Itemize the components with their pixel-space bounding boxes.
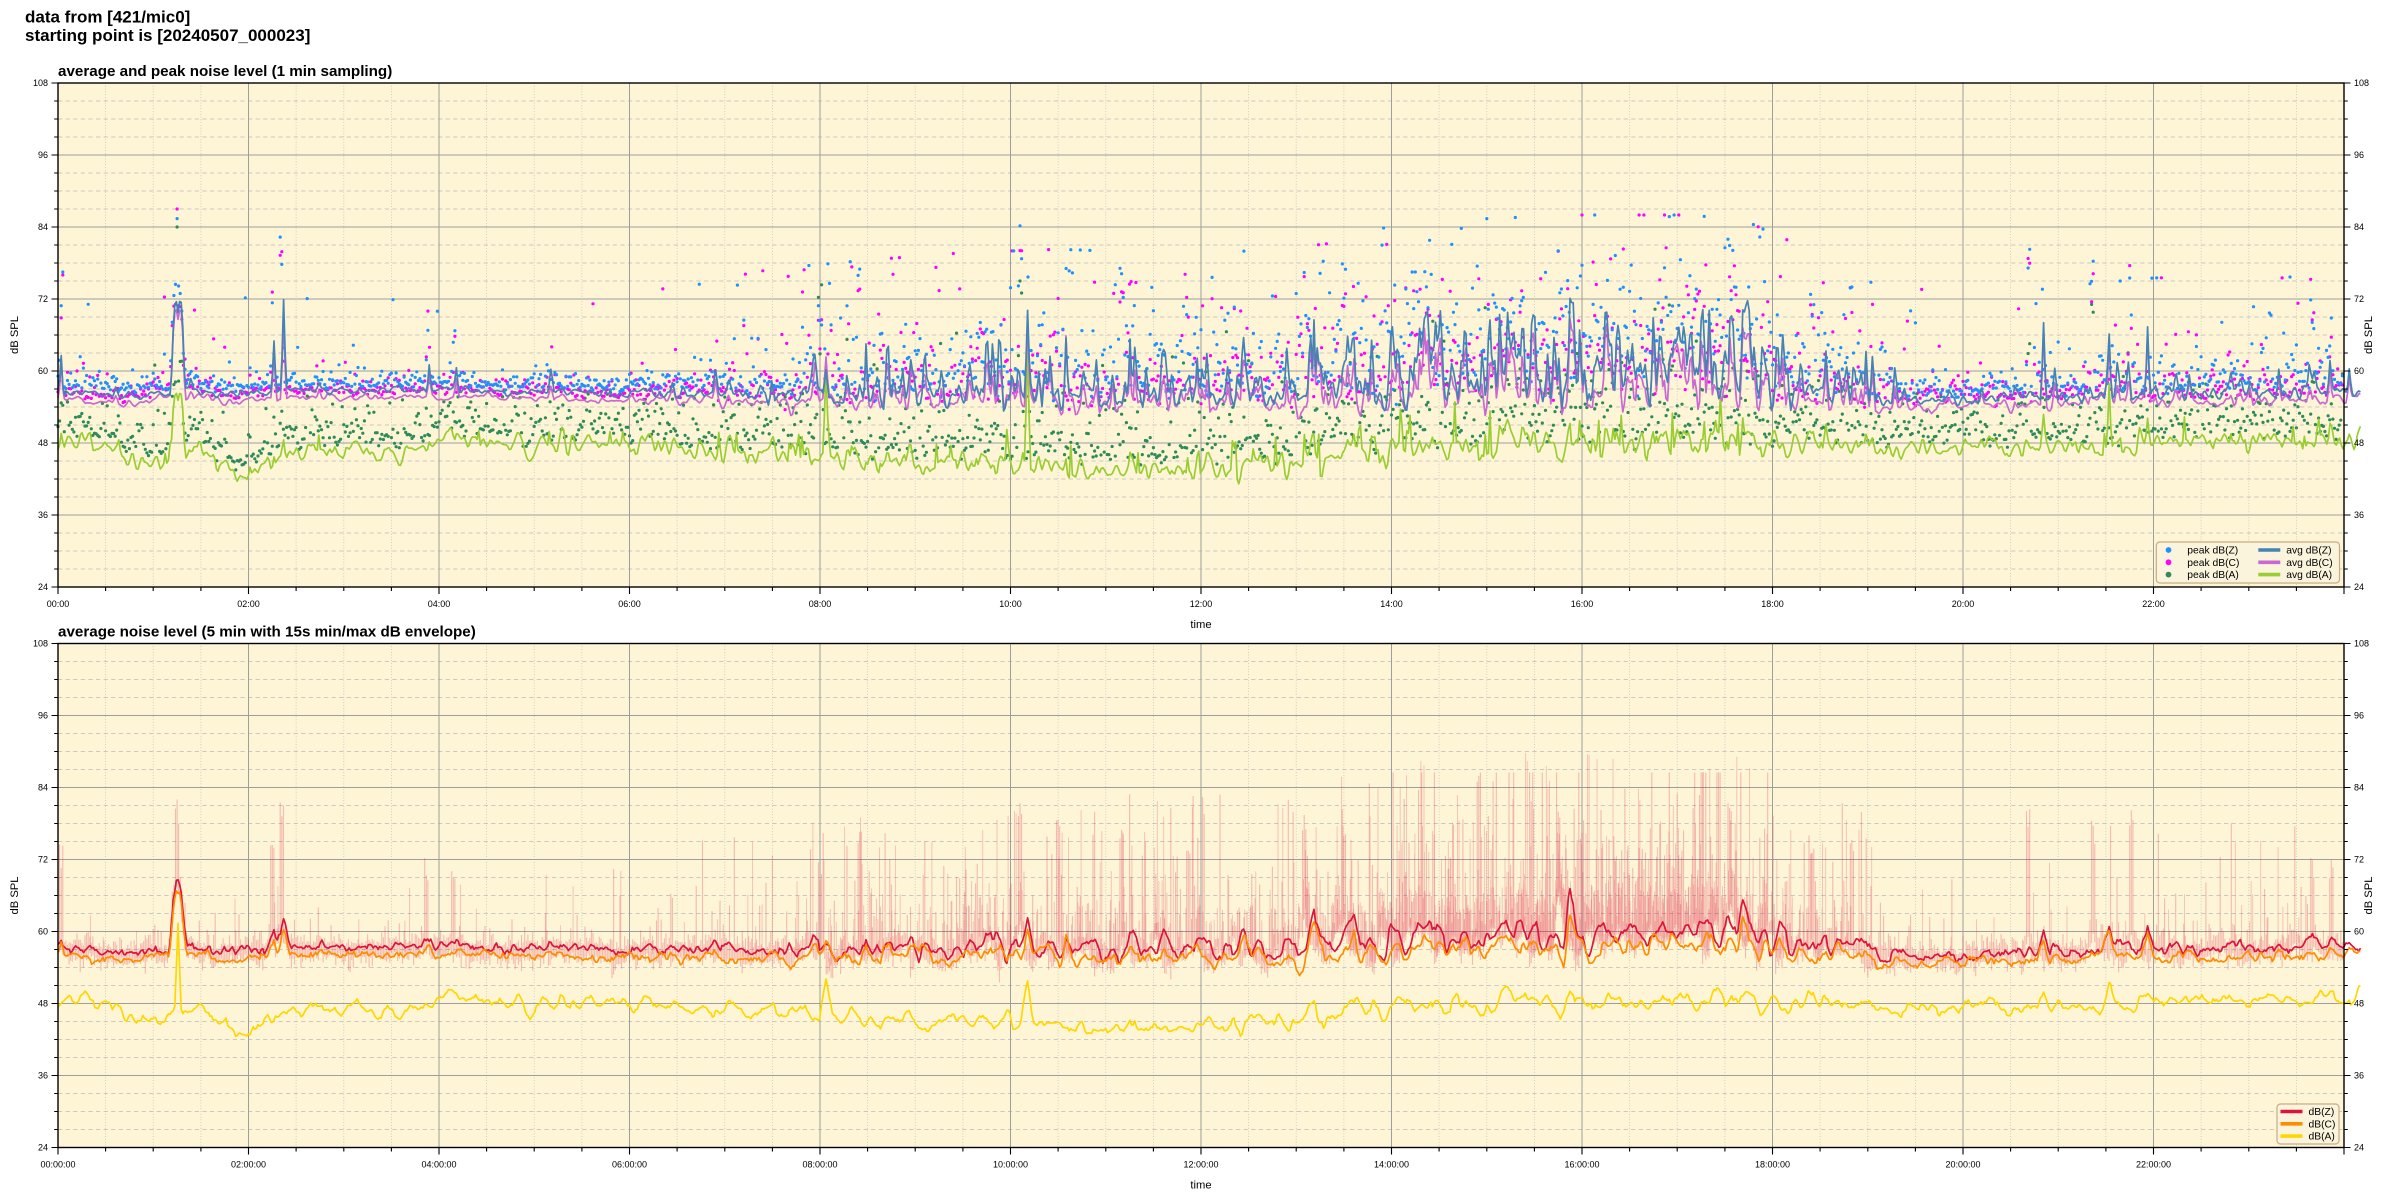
svg-text:108: 108 xyxy=(33,78,48,88)
svg-text:48: 48 xyxy=(38,999,48,1009)
svg-text:08:00: 08:00 xyxy=(809,599,832,609)
svg-text:04:00:00: 04:00:00 xyxy=(421,1160,456,1170)
svg-text:24: 24 xyxy=(2354,582,2364,592)
svg-text:22:00: 22:00 xyxy=(2142,599,2165,609)
svg-text:48: 48 xyxy=(2354,438,2364,448)
svg-text:data from [421/mic0]: data from [421/mic0] xyxy=(25,8,190,27)
svg-text:36: 36 xyxy=(38,1071,48,1081)
svg-text:24: 24 xyxy=(38,582,48,592)
svg-text:72: 72 xyxy=(2354,855,2364,865)
svg-text:108: 108 xyxy=(2354,78,2369,88)
svg-text:dB SPL: dB SPL xyxy=(9,877,21,915)
svg-text:84: 84 xyxy=(2354,783,2364,793)
svg-text:02:00:00: 02:00:00 xyxy=(231,1160,266,1170)
svg-text:96: 96 xyxy=(38,711,48,721)
svg-text:36: 36 xyxy=(38,510,48,520)
svg-text:10:00:00: 10:00:00 xyxy=(993,1160,1028,1170)
svg-text:time: time xyxy=(1190,619,1211,631)
svg-text:avg dB(A): avg dB(A) xyxy=(2286,570,2332,581)
svg-text:06:00:00: 06:00:00 xyxy=(612,1160,647,1170)
svg-text:dB SPL: dB SPL xyxy=(2363,877,2375,915)
svg-text:36: 36 xyxy=(2354,1071,2364,1081)
svg-text:average and peak noise level (: average and peak noise level (1 min samp… xyxy=(58,63,392,80)
svg-text:84: 84 xyxy=(38,783,48,793)
svg-text:00:00:00: 00:00:00 xyxy=(40,1160,75,1170)
svg-text:04:00: 04:00 xyxy=(428,599,451,609)
svg-text:16:00:00: 16:00:00 xyxy=(1564,1160,1599,1170)
svg-text:24: 24 xyxy=(38,1143,48,1153)
svg-text:avg dB(Z): avg dB(Z) xyxy=(2286,546,2331,557)
svg-text:00:00: 00:00 xyxy=(47,599,70,609)
svg-text:72: 72 xyxy=(2354,294,2364,304)
svg-text:02:00: 02:00 xyxy=(237,599,260,609)
svg-text:14:00: 14:00 xyxy=(1380,599,1403,609)
svg-text:starting point is [20240507_00: starting point is [20240507_000023] xyxy=(25,26,310,45)
svg-text:12:00: 12:00 xyxy=(1190,599,1213,609)
svg-text:08:00:00: 08:00:00 xyxy=(802,1160,837,1170)
svg-text:48: 48 xyxy=(38,438,48,448)
svg-text:48: 48 xyxy=(2354,999,2364,1009)
svg-text:96: 96 xyxy=(38,150,48,160)
svg-text:dB(C): dB(C) xyxy=(2309,1119,2336,1130)
svg-text:peak dB(A): peak dB(A) xyxy=(2187,570,2239,581)
svg-text:dB SPL: dB SPL xyxy=(9,316,21,354)
svg-text:dB(A): dB(A) xyxy=(2309,1132,2335,1143)
svg-text:12:00:00: 12:00:00 xyxy=(1183,1160,1218,1170)
svg-text:20:00:00: 20:00:00 xyxy=(1945,1160,1980,1170)
svg-text:22:00:00: 22:00:00 xyxy=(2136,1160,2171,1170)
svg-text:60: 60 xyxy=(2354,927,2364,937)
svg-text:peak dB(Z): peak dB(Z) xyxy=(2187,546,2238,557)
svg-text:60: 60 xyxy=(38,927,48,937)
svg-text:10:00: 10:00 xyxy=(999,599,1022,609)
svg-text:14:00:00: 14:00:00 xyxy=(1374,1160,1409,1170)
svg-text:84: 84 xyxy=(2354,222,2364,232)
svg-text:96: 96 xyxy=(2354,150,2364,160)
svg-text:time: time xyxy=(1190,1180,1211,1192)
svg-text:96: 96 xyxy=(2354,711,2364,721)
svg-text:06:00: 06:00 xyxy=(618,599,641,609)
svg-text:18:00:00: 18:00:00 xyxy=(1755,1160,1790,1170)
svg-text:72: 72 xyxy=(38,855,48,865)
svg-text:36: 36 xyxy=(2354,510,2364,520)
svg-text:peak dB(C): peak dB(C) xyxy=(2187,558,2239,569)
svg-text:72: 72 xyxy=(38,294,48,304)
svg-text:dB(Z): dB(Z) xyxy=(2309,1107,2335,1118)
svg-text:avg dB(C): avg dB(C) xyxy=(2286,558,2332,569)
svg-text:60: 60 xyxy=(2354,366,2364,376)
svg-text:16:00: 16:00 xyxy=(1571,599,1594,609)
svg-text:20:00: 20:00 xyxy=(1952,599,1975,609)
svg-text:24: 24 xyxy=(2354,1143,2364,1153)
svg-text:average noise level (5 min wit: average noise level (5 min with 15s min/… xyxy=(58,624,476,641)
svg-text:108: 108 xyxy=(2354,639,2369,649)
svg-text:18:00: 18:00 xyxy=(1761,599,1784,609)
svg-text:84: 84 xyxy=(38,222,48,232)
svg-text:60: 60 xyxy=(38,366,48,376)
svg-text:108: 108 xyxy=(33,639,48,649)
svg-text:dB SPL: dB SPL xyxy=(2363,316,2375,354)
